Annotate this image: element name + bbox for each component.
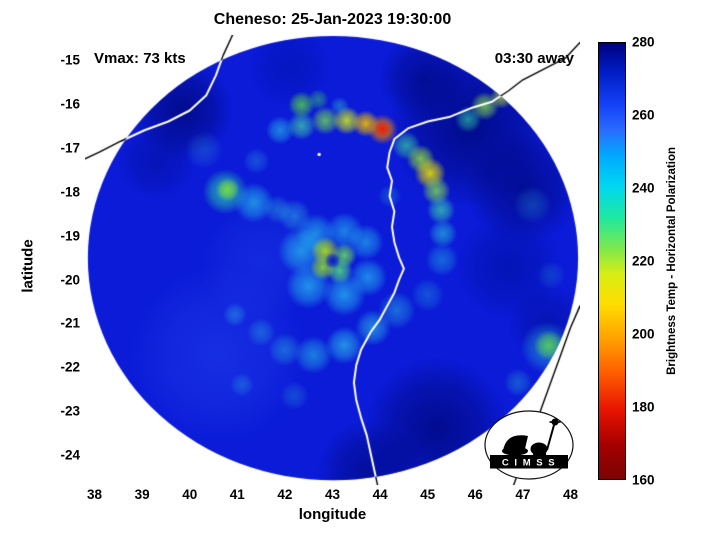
colorbar-tick-label: 160 xyxy=(632,472,655,488)
cimss-logo-text: C I M S S xyxy=(502,458,556,469)
x-axis-tick-label: 47 xyxy=(515,487,531,502)
colorbar-tick-label: 180 xyxy=(632,399,655,415)
cimss-logo-graphic: C I M S S xyxy=(484,410,574,480)
x-axis-label: longitude xyxy=(298,506,367,523)
x-axis-tick-label: 42 xyxy=(277,487,293,502)
cimss-logo: C I M S S xyxy=(483,409,575,481)
x-axis-tick-label: 43 xyxy=(324,487,341,502)
x-axis-tick-label: 45 xyxy=(420,487,436,502)
y-axis-tick-label: -18 xyxy=(60,184,80,200)
y-axis-tick-label: -24 xyxy=(60,447,80,463)
x-axis-tick-label: 46 xyxy=(467,487,483,502)
colorbar-title-text: Brightness Temp - Horizontal Polarizatio… xyxy=(666,147,678,375)
x-axis-tick-label: 38 xyxy=(87,487,103,502)
x-axis-tick-label: 40 xyxy=(182,487,198,502)
colorbar-tick-label: 240 xyxy=(632,180,655,196)
dish-base-icon xyxy=(502,446,528,456)
x-axis-tick-label: 39 xyxy=(134,487,150,502)
colorbar-tick-label: 200 xyxy=(632,326,655,342)
colorbar-tick-label: 220 xyxy=(632,253,655,269)
y-axis-tick-label: -19 xyxy=(60,228,80,244)
logo-banner xyxy=(490,455,568,469)
y-axis-tick-label: -23 xyxy=(60,403,80,419)
y-axis-label: latitude xyxy=(19,239,37,293)
eta-annotation: 03:30 away xyxy=(494,50,574,67)
dome-base-icon xyxy=(533,449,546,455)
satellite-swath-image xyxy=(85,35,580,485)
vmax-annotation: Vmax: 73 kts xyxy=(94,50,186,67)
x-axis-tick-label: 41 xyxy=(229,487,245,502)
colorbar-tick-label: 280 xyxy=(632,34,655,50)
y-axis-tick-label: -17 xyxy=(60,140,80,156)
colorbar-gradient xyxy=(598,42,626,480)
colorbar-title: Brightness Temp - Horizontal Polarizatio… xyxy=(662,42,682,480)
x-axis-tick-label: 44 xyxy=(372,487,388,502)
y-axis-tick-label: -21 xyxy=(60,315,80,331)
colorbar-tick-label: 260 xyxy=(632,107,655,123)
chart-title: Cheneso: 25-Jan-2023 19:30:00 xyxy=(213,11,452,28)
y-axis-tick-label: -15 xyxy=(60,52,80,68)
y-axis-tick-label: -20 xyxy=(60,272,80,288)
y-axis-tick-label: -16 xyxy=(60,96,80,112)
y-axis-tick-label: -22 xyxy=(60,359,80,375)
antenna-mast-icon xyxy=(546,424,555,451)
colorbar: 160 180 200 220 240 260 280 xyxy=(598,35,708,488)
x-axis-tick-label: 48 xyxy=(562,487,578,502)
